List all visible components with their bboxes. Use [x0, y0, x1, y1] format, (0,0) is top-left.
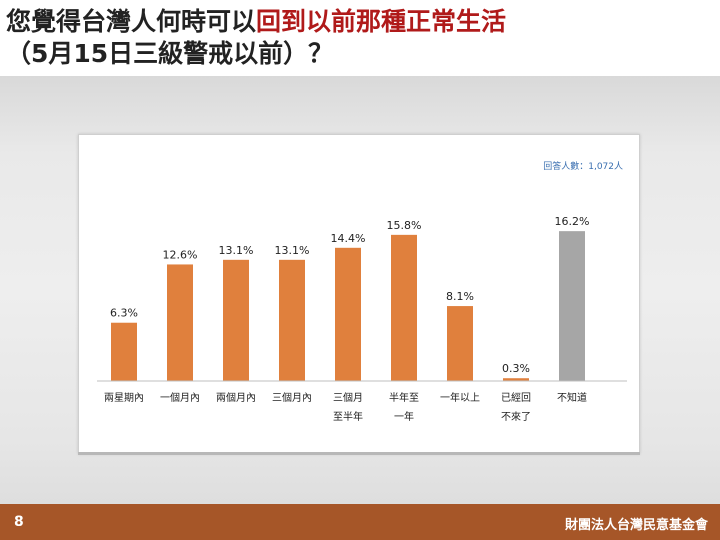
bar-4 — [335, 247, 361, 381]
bar-1 — [167, 264, 193, 381]
respondents-count: 回答人數：1,072人 — [543, 160, 623, 172]
bar-7 — [503, 378, 529, 381]
data-label-7: 0.3% — [502, 362, 530, 375]
data-label-3: 13.1% — [275, 244, 310, 257]
category-label-2-0: 兩個月內 — [216, 391, 256, 404]
bar-2 — [223, 259, 249, 381]
bar-5 — [391, 234, 417, 381]
card-bottom-shadow — [78, 452, 640, 455]
data-label-1: 12.6% — [163, 248, 198, 261]
data-label-5: 15.8% — [387, 219, 422, 232]
data-label-0: 6.3% — [110, 307, 138, 320]
bar-chart: 回答人數：1,072人 6.3% 兩星期內 12.6% 一個月內 13.1% 兩個月內 13… — [97, 160, 627, 423]
page-number: 8 — [14, 514, 24, 530]
bar-3 — [279, 259, 305, 381]
title-highlight: 回到以前那種正常生活 — [256, 7, 507, 36]
title-line-1: 您覺得台灣人何時可以回到以前那種正常生活 — [6, 6, 716, 38]
category-label-0-0: 兩星期內 — [104, 392, 144, 404]
data-label-2: 13.1% — [219, 244, 254, 257]
category-label-6-0: 一年以上 — [440, 391, 480, 404]
category-label-3-0: 三個月內 — [272, 391, 312, 404]
title-part-1: 您覺得台灣人何時可以 — [6, 7, 257, 36]
data-label-6: 8.1% — [446, 290, 474, 303]
category-label-4-1: 至半年 — [333, 410, 363, 423]
bar-8 — [559, 231, 585, 381]
page-title: 您覺得台灣人何時可以回到以前那種正常生活 （5月15日三級警戒以前）？ — [6, 6, 716, 70]
data-label-4: 14.4% — [331, 232, 366, 245]
category-label-7-1: 不來了 — [501, 411, 531, 423]
category-label-5-1: 一年 — [394, 410, 414, 423]
data-label-8: 16.2% — [555, 215, 590, 228]
category-label-4-0: 三個月 — [333, 391, 363, 404]
category-label-5-0: 半年至 — [389, 391, 419, 404]
category-label-7-0: 已經回 — [501, 391, 531, 404]
organization-name: 財團法人台灣民意基金會 — [564, 518, 708, 533]
bar-0 — [111, 322, 137, 381]
bars-group: 6.3% 兩星期內 12.6% 一個月內 13.1% 兩個月內 13.1% 三個月內 14.4%… — [104, 215, 589, 423]
bar-6 — [447, 306, 473, 381]
category-label-8-0: 不知道 — [557, 391, 587, 404]
category-label-1-0: 一個月內 — [160, 391, 200, 404]
title-line-2: （5月15日三級警戒以前）？ — [6, 39, 334, 68]
footer-bar: 8 財團法人台灣民意基金會 — [0, 504, 720, 540]
chart-card: 回答人數：1,072人 6.3% 兩星期內 12.6% 一個月內 13.1% 兩個月內 13… — [78, 134, 640, 454]
